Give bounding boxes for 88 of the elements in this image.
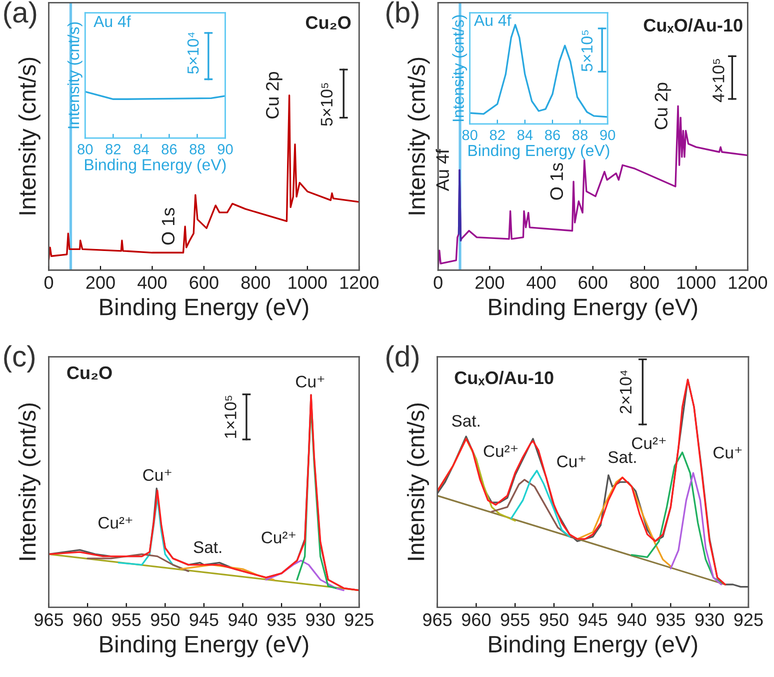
x-tick-label: 1200 — [340, 276, 379, 289]
annotation: Cu⁺ — [714, 446, 742, 459]
x-tick-label: 1000 — [677, 276, 716, 289]
annotation: Cu²⁺ — [484, 445, 518, 458]
x-tick-label: 84 — [134, 144, 149, 154]
x-tick-label: 82 — [106, 144, 121, 154]
annotation: Sat. — [452, 414, 480, 427]
x-tick-label: 90 — [218, 144, 233, 154]
annotation: Sat. — [194, 541, 222, 554]
x-tick-label: 400 — [138, 276, 167, 289]
x-tick-label: 935 — [656, 613, 685, 626]
x-tick-label: 1200 — [728, 276, 768, 289]
x-tick-label: 940 — [618, 613, 646, 626]
annotation: 5×10⁵ — [320, 83, 333, 126]
annotation: Cu⁺ — [143, 469, 172, 481]
annotation: Cu²⁺ — [632, 437, 666, 450]
x-tick-label: 940 — [228, 613, 258, 626]
annotation: Cu²⁺ — [262, 532, 296, 544]
x-tick-label: 90 — [600, 130, 616, 140]
x-tick-label: 945 — [578, 613, 608, 626]
x-tick-label: 935 — [267, 613, 296, 626]
chart-subtitle: Au 4f — [94, 15, 131, 28]
x-tick-label: 88 — [572, 130, 588, 140]
text: 4×10⁵ — [712, 59, 724, 102]
x-tick-label: 800 — [241, 276, 270, 289]
text: 5×10⁴ — [187, 32, 199, 74]
annotation: Cu⁺ — [296, 376, 324, 388]
annotation: O 1s — [162, 208, 175, 245]
chart-subtitle: Au 4f — [474, 14, 512, 26]
y-axis-title: Intensity (cnt/s) — [18, 403, 40, 560]
x-tick-label: 400 — [526, 276, 556, 289]
chart-subtitle: Cu₂O — [67, 366, 112, 380]
annotation: Au 4f — [436, 148, 449, 192]
y-axis-title: Intensity (cnt/s) — [18, 58, 40, 214]
chart-title: (d) — [386, 345, 419, 372]
x-tick-label: 80 — [78, 144, 93, 154]
annotation: Cu⁺ — [557, 456, 586, 468]
x-tick-label: 930 — [306, 613, 335, 626]
x-axis-title: Binding Energy (eV) — [100, 298, 308, 320]
x-tick-label: 0 — [434, 276, 442, 289]
chart-title: (b) — [386, 1, 419, 29]
x-tick-label: 200 — [476, 276, 504, 289]
x-axis-title: Binding Energy (eV) — [468, 144, 610, 160]
x-tick-label: 88 — [190, 144, 205, 154]
annotation: Sat. — [608, 451, 636, 464]
x-tick-label: 955 — [112, 613, 141, 626]
annotation: O 1s — [550, 163, 564, 200]
x-tick-label: 950 — [540, 613, 568, 626]
chart-subtitle: CuₓO/Au-10 — [454, 370, 554, 386]
y-axis-title: Intensity (cnt/s) — [67, 22, 82, 128]
x-tick-label: 930 — [695, 613, 724, 626]
y-axis-title: Intensity (cnt/s) — [406, 403, 429, 560]
chart-title: (a) — [4, 1, 36, 29]
x-axis-title: Binding Energy (eV) — [489, 635, 698, 658]
x-tick-label: 945 — [190, 613, 218, 626]
x-tick-label: 86 — [162, 144, 177, 154]
x-tick-label: 84 — [517, 130, 533, 140]
annotation: Cu 2p — [654, 82, 672, 130]
annotation: 5×10⁵ — [581, 30, 593, 72]
x-axis-title: Binding Energy (eV) — [489, 298, 698, 320]
x-tick-label: 0 — [44, 276, 54, 289]
annotation: Cu 2p — [266, 72, 282, 119]
x-axis-title: Binding Energy (eV) — [85, 158, 226, 174]
x-tick-label: 955 — [500, 613, 530, 626]
x-tick-label: 965 — [423, 613, 452, 626]
x-tick-label: 960 — [73, 613, 102, 626]
chart-title: (c) — [4, 345, 35, 372]
x-tick-label: 925 — [734, 613, 763, 626]
chart-subtitle: Cu₂O — [306, 16, 351, 30]
x-tick-label: 82 — [490, 130, 505, 140]
x-tick-label: 960 — [462, 613, 491, 626]
x-tick-label: 86 — [545, 130, 560, 140]
x-axis-title: Binding Energy (eV) — [100, 635, 308, 658]
annotation: Cu²⁺ — [98, 516, 132, 529]
x-tick-label: 200 — [86, 276, 115, 289]
y-axis-title: Intensity (cnt/s) — [452, 15, 468, 122]
chart-subtitle: CuₓO/Au-10 — [644, 18, 742, 33]
annotation: 2×10⁴ — [620, 370, 632, 414]
x-tick-label: 600 — [578, 276, 608, 289]
x-tick-label: 950 — [150, 613, 180, 626]
x-tick-label: 925 — [344, 613, 374, 626]
x-tick-label: 80 — [462, 130, 478, 140]
x-tick-label: 965 — [34, 613, 64, 626]
x-tick-label: 800 — [630, 276, 659, 289]
x-tick-label: 600 — [190, 276, 218, 289]
y-axis-title: Intensity (cnt/s) — [408, 58, 430, 214]
x-tick-label: 1000 — [288, 276, 327, 289]
annotation: 1×10⁵ — [224, 396, 236, 438]
